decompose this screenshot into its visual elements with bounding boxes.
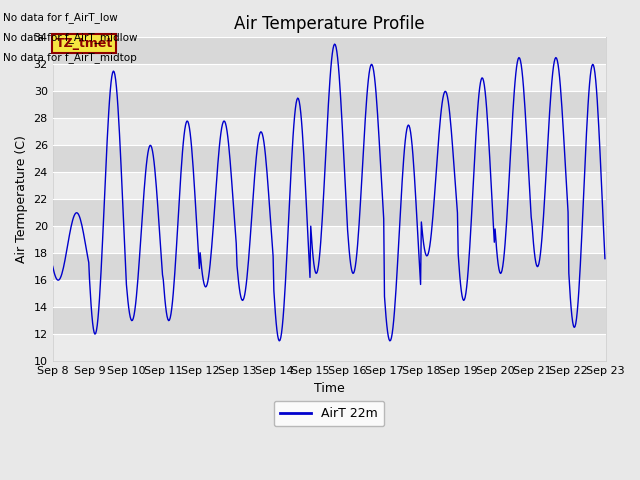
Text: No data for f_AirT_midtop: No data for f_AirT_midtop	[3, 52, 137, 63]
Bar	[52, 118, 605, 145]
Bar	[52, 199, 605, 226]
Bar	[52, 280, 605, 307]
Bar	[52, 91, 605, 118]
Bar	[52, 145, 605, 172]
Bar	[52, 253, 605, 280]
Title: Air Temperature Profile: Air Temperature Profile	[234, 15, 424, 33]
Legend: AirT 22m: AirT 22m	[274, 401, 385, 426]
Bar	[52, 307, 605, 334]
Bar	[52, 37, 605, 64]
Text: TZ_tmet: TZ_tmet	[56, 37, 113, 50]
Bar	[52, 226, 605, 253]
Bar	[52, 172, 605, 199]
Bar	[52, 64, 605, 91]
Text: No data for f_AirT_low: No data for f_AirT_low	[3, 12, 118, 23]
Y-axis label: Air Termperature (C): Air Termperature (C)	[15, 135, 28, 263]
Text: No data for f_AirT_midlow: No data for f_AirT_midlow	[3, 32, 138, 43]
Bar	[52, 334, 605, 361]
X-axis label: Time: Time	[314, 382, 344, 395]
